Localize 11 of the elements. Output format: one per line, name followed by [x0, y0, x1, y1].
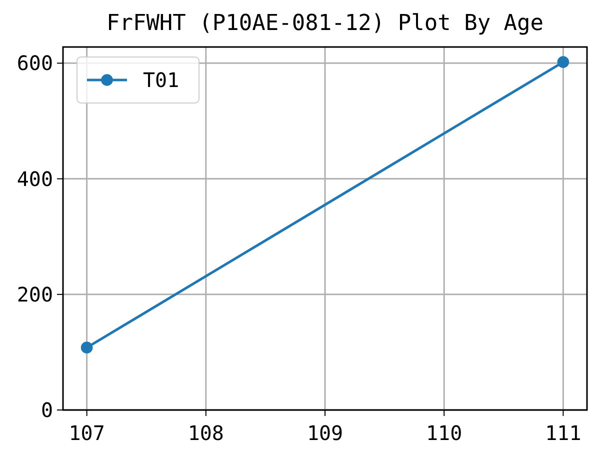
y-tick-label: 200: [16, 282, 53, 306]
y-tick-label: 0: [40, 398, 53, 422]
y-tick-label: 600: [16, 51, 53, 76]
y-tick-label: 400: [16, 166, 53, 191]
x-tick-label: 109: [306, 421, 344, 445]
x-tick-label: 108: [188, 421, 224, 445]
legend-label: T01: [143, 68, 180, 92]
x-tick-label: 107: [68, 421, 105, 445]
x-tick-label: 110: [426, 421, 462, 445]
chart-title: FrFWHT (P10AE-081-12) Plot By Age: [106, 11, 544, 36]
x-tick-label: 111: [545, 421, 582, 445]
